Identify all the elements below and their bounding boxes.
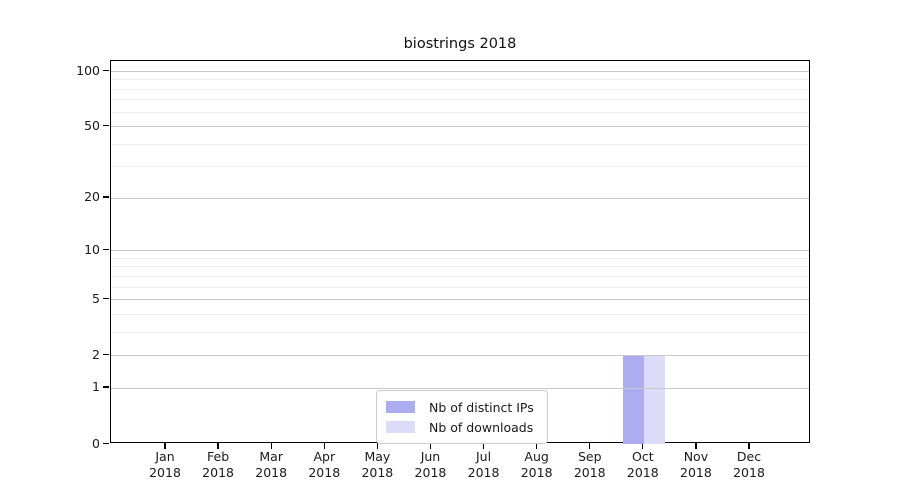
x-tick-label: May 2018 [361,449,394,480]
y-tick-label: 20 [84,189,100,205]
x-tick-label: Dec 2018 [733,449,765,480]
y-tick-label: 5 [92,290,100,306]
y-gridline-major [111,299,809,301]
bar-distinct-ips [622,355,644,444]
x-tick-label: Jan 2018 [149,449,181,480]
y-tick-label: 100 [76,62,100,78]
x-axis-tick [217,443,219,449]
y-gridline-minor [111,286,809,288]
legend-item-downloads: Nb of downloads [386,417,538,437]
y-gridline-minor [111,88,809,90]
legend-swatch-distinct-ips [386,401,415,413]
y-axis-tick [103,196,109,198]
x-tick-label: Jun 2018 [414,449,447,480]
y-gridline-minor [111,257,809,259]
x-axis-tick [164,443,166,449]
y-gridline-minor [111,313,809,315]
x-axis-tick [695,443,697,449]
y-axis-tick [103,248,109,250]
y-gridline-major [111,387,809,389]
y-tick-label: 2 [92,346,100,362]
legend-label-distinct-ips: Nb of distinct IPs [429,399,534,415]
x-tick-label: Feb 2018 [202,449,234,480]
y-gridline-minor [111,331,809,333]
y-tick-label: 50 [84,117,100,133]
legend-swatch-downloads [386,421,415,433]
y-axis-tick [103,353,109,355]
y-gridline-minor [111,166,809,168]
x-tick-label: Aug 2018 [520,449,553,480]
y-gridline-major [111,197,809,199]
x-axis-tick [535,443,538,449]
y-gridline-minor [111,111,809,113]
x-tick-label: Oct 2018 [626,449,659,480]
y-gridline-minor [111,275,809,277]
y-gridline-major [111,355,809,357]
x-axis-tick [270,443,272,449]
x-axis-tick [376,443,378,449]
y-axis-tick [103,69,109,71]
x-axis-tick [642,443,644,449]
legend-item-distinct-ips: Nb of distinct IPs [386,397,538,417]
y-gridline-minor [111,266,809,268]
x-axis-tick [589,443,591,449]
x-axis-tick [429,443,432,449]
y-gridline-major [111,250,809,252]
y-gridline-major [111,126,809,128]
x-tick-label: Mar 2018 [255,449,288,480]
y-axis-tick [103,442,109,444]
x-tick-label: Jul 2018 [467,449,500,480]
legend: Nb of distinct IPs Nb of downloads [376,390,548,444]
chart-title: biostrings 2018 [403,36,517,52]
x-tick-label: Apr 2018 [308,449,341,480]
y-gridline-minor [111,79,809,81]
y-gridline-minor [111,99,809,101]
bar-downloads [643,355,665,444]
y-axis-tick [103,386,109,388]
x-tick-label: Sep 2018 [573,449,606,480]
x-axis-tick [482,443,485,449]
y-tick-label: 0 [92,435,100,451]
x-axis-tick [748,443,750,449]
x-axis-tick [323,443,325,449]
y-gridline-major [111,71,809,72]
x-tick-label: Nov 2018 [680,449,712,480]
y-axis-tick [103,124,109,127]
plot-area [110,60,810,444]
y-axis-tick [103,297,109,299]
y-tick-label: 10 [84,241,100,257]
legend-label-downloads: Nb of downloads [429,419,534,435]
y-tick-label: 1 [92,379,100,395]
y-gridline-minor [111,143,809,145]
